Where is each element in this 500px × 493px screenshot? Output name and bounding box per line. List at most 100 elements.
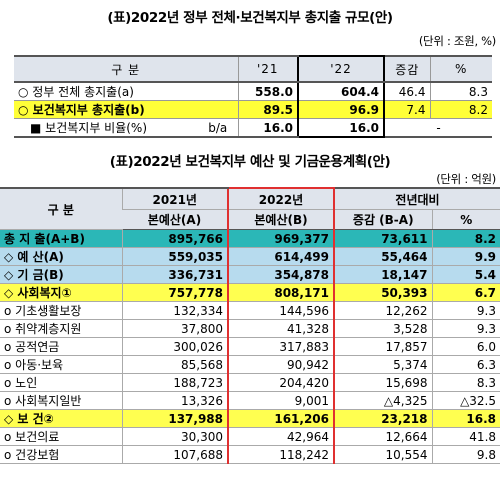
t1-cell-2022: 604.4: [297, 82, 385, 101]
title-1: (표)2022년 정부 전체·보건복지부 총지출 규모(안): [107, 10, 393, 26]
cell-diff: 23,218: [333, 409, 432, 428]
cell-diff: 55,464: [333, 247, 432, 266]
cell-pct: 41.8: [431, 427, 500, 446]
cell-2022: 90,942: [227, 355, 335, 374]
cell-2021: 895,766: [121, 229, 228, 248]
cell-pct: 9.3: [431, 319, 500, 338]
row-label: o 아동·보육: [0, 355, 122, 374]
t1-cell-2021: 558.0: [237, 82, 298, 101]
cell-2021: 13,326: [121, 391, 228, 410]
t1-cell-pct: 8.2: [429, 100, 492, 119]
table-row: o 공적연금 300,026 317,883 17,857 6.0: [0, 337, 500, 356]
cell-2021: 137,988: [121, 409, 228, 428]
row-label: o 공적연금: [0, 337, 122, 356]
t1-ratio-2022: 16.0: [297, 118, 385, 138]
cell-2021: 85,568: [121, 355, 228, 374]
row-label: ◇ 사회복지①: [0, 283, 122, 302]
t1-row-label: ○ 보건복지부 총지출(b): [14, 100, 238, 119]
cell-2022: 41,328: [227, 319, 335, 338]
cell-2021: 188,723: [121, 373, 228, 392]
cell-diff: 12,262: [333, 301, 432, 320]
t1-header-pct: %: [429, 55, 492, 83]
cell-pct: 16.8: [431, 409, 500, 428]
cell-2022: 614,499: [227, 247, 335, 266]
cell-pct: 9.3: [431, 301, 500, 320]
cell-pct: 9.8: [431, 445, 500, 464]
t1-row-label: ○ 정부 전체 총지출(a): [14, 82, 238, 101]
cell-pct: 6.0: [431, 337, 500, 356]
cell-2021: 107,688: [121, 445, 228, 464]
table-row: o 기초생활보장 132,334 144,596 12,262 9.3: [0, 301, 500, 320]
t1-ratio-2021: 16.0: [237, 118, 298, 138]
cell-diff: 5,374: [333, 355, 432, 374]
unit-2: (단위 : 억원): [436, 172, 496, 186]
cell-2022: 808,171: [227, 283, 335, 302]
row-label: o 노인: [0, 373, 122, 392]
cell-2022: 317,883: [227, 337, 335, 356]
cell-2021: 757,778: [121, 283, 228, 302]
cell-pct: 8.2: [431, 229, 500, 248]
t1-header-2021: '21: [237, 55, 298, 83]
cell-diff: 12,664: [333, 427, 432, 446]
unit-1: (단위 : 조원, %): [418, 34, 496, 48]
government-expenditure-table: 구 분 '21 '22 증감 % ○ 정부 전체 총지출(a) 558.0 60…: [14, 55, 492, 138]
cell-diff: 10,554: [333, 445, 432, 464]
table-row: o 노인 188,723 204,420 15,698 8.3: [0, 373, 500, 392]
table-row: o 사회복지일반 13,326 9,001 △4,325 △32.5: [0, 391, 500, 410]
t2-header-compare: 전년대비: [333, 187, 500, 210]
t1-ratio-diff: -: [383, 118, 492, 138]
cell-pct: 6.3: [431, 355, 500, 374]
row-label: ◇ 예 산(A): [0, 247, 122, 266]
cell-2022: 144,596: [227, 301, 335, 320]
row-label: 총 지 출(A+B): [0, 229, 122, 248]
cell-2021: 559,035: [121, 247, 228, 266]
cell-pct: 5.4: [431, 265, 500, 284]
cell-2022: 118,242: [227, 445, 335, 464]
t2-header-2021-year: 2021년: [121, 187, 228, 210]
t1-row-ratio: ■ 보건복지부 비율(%) b/a 16.0 16.0 -: [14, 118, 492, 138]
cell-2022: 969,377: [227, 229, 335, 248]
cell-2022: 9,001: [227, 391, 335, 410]
t1-cell-2022: 96.9: [297, 100, 385, 119]
row-label: o 기초생활보장: [0, 301, 122, 320]
t1-cell-diff: 7.4: [383, 100, 430, 119]
t1-header-category: 구 분: [14, 55, 238, 83]
row-label: ◇ 기 금(B): [0, 265, 122, 284]
cell-2022: 204,420: [227, 373, 335, 392]
cell-diff: △4,325: [333, 391, 432, 410]
cell-2021: 30,300: [121, 427, 228, 446]
row-label: o 보건의료: [0, 427, 122, 446]
cell-2021: 132,334: [121, 301, 228, 320]
t1-ratio-formula: b/a: [198, 118, 238, 138]
t1-header-diff: 증감: [383, 55, 430, 83]
table-row: 총 지 출(A+B) 895,766 969,377 73,611 8.2: [0, 229, 500, 248]
t1-cell-pct: 8.3: [429, 82, 492, 101]
table-row: o 아동·보육 85,568 90,942 5,374 6.3: [0, 355, 500, 374]
table-row: ◇ 사회복지① 757,778 808,171 50,393 6.7: [0, 283, 500, 302]
table-row: ◇ 보 건② 137,988 161,206 23,218 16.8: [0, 409, 500, 428]
table-row: ◇ 기 금(B) 336,731 354,878 18,147 5.4: [0, 265, 500, 284]
cell-2022: 161,206: [227, 409, 335, 428]
t1-header-2022: '22: [297, 55, 385, 83]
cell-2021: 336,731: [121, 265, 228, 284]
t2-header-2022-year: 2022년: [227, 187, 335, 210]
row-label: o 사회복지일반: [0, 391, 122, 410]
row-label: o 취약계층지원: [0, 319, 122, 338]
cell-2021: 37,800: [121, 319, 228, 338]
cell-diff: 73,611: [333, 229, 432, 248]
cell-pct: 6.7: [431, 283, 500, 302]
t1-cell-2021: 89.5: [237, 100, 298, 119]
cell-diff: 3,528: [333, 319, 432, 338]
cell-2022: 42,964: [227, 427, 335, 446]
cell-pct: 9.9: [431, 247, 500, 266]
t2-header-2021-sub: 본예산(A): [122, 209, 228, 230]
cell-2022: 354,878: [227, 265, 335, 284]
t1-row-government: ○ 정부 전체 총지출(a) 558.0 604.4 46.4 8.3: [14, 82, 492, 101]
row-label: o 건강보험: [0, 445, 122, 464]
t2-header-category: 구 분: [0, 187, 122, 230]
table-row: o 취약계층지원 37,800 41,328 3,528 9.3: [0, 319, 500, 338]
table-row: ◇ 예 산(A) 559,035 614,499 55,464 9.9: [0, 247, 500, 266]
budget-fund-table: 구 분 2021년 2022년 전년대비 본예산(A) 본예산(B) 증감 (B…: [0, 187, 500, 464]
table-row: o 보건의료 30,300 42,964 12,664 41.8: [0, 427, 500, 446]
t2-header-pct: %: [431, 209, 500, 230]
